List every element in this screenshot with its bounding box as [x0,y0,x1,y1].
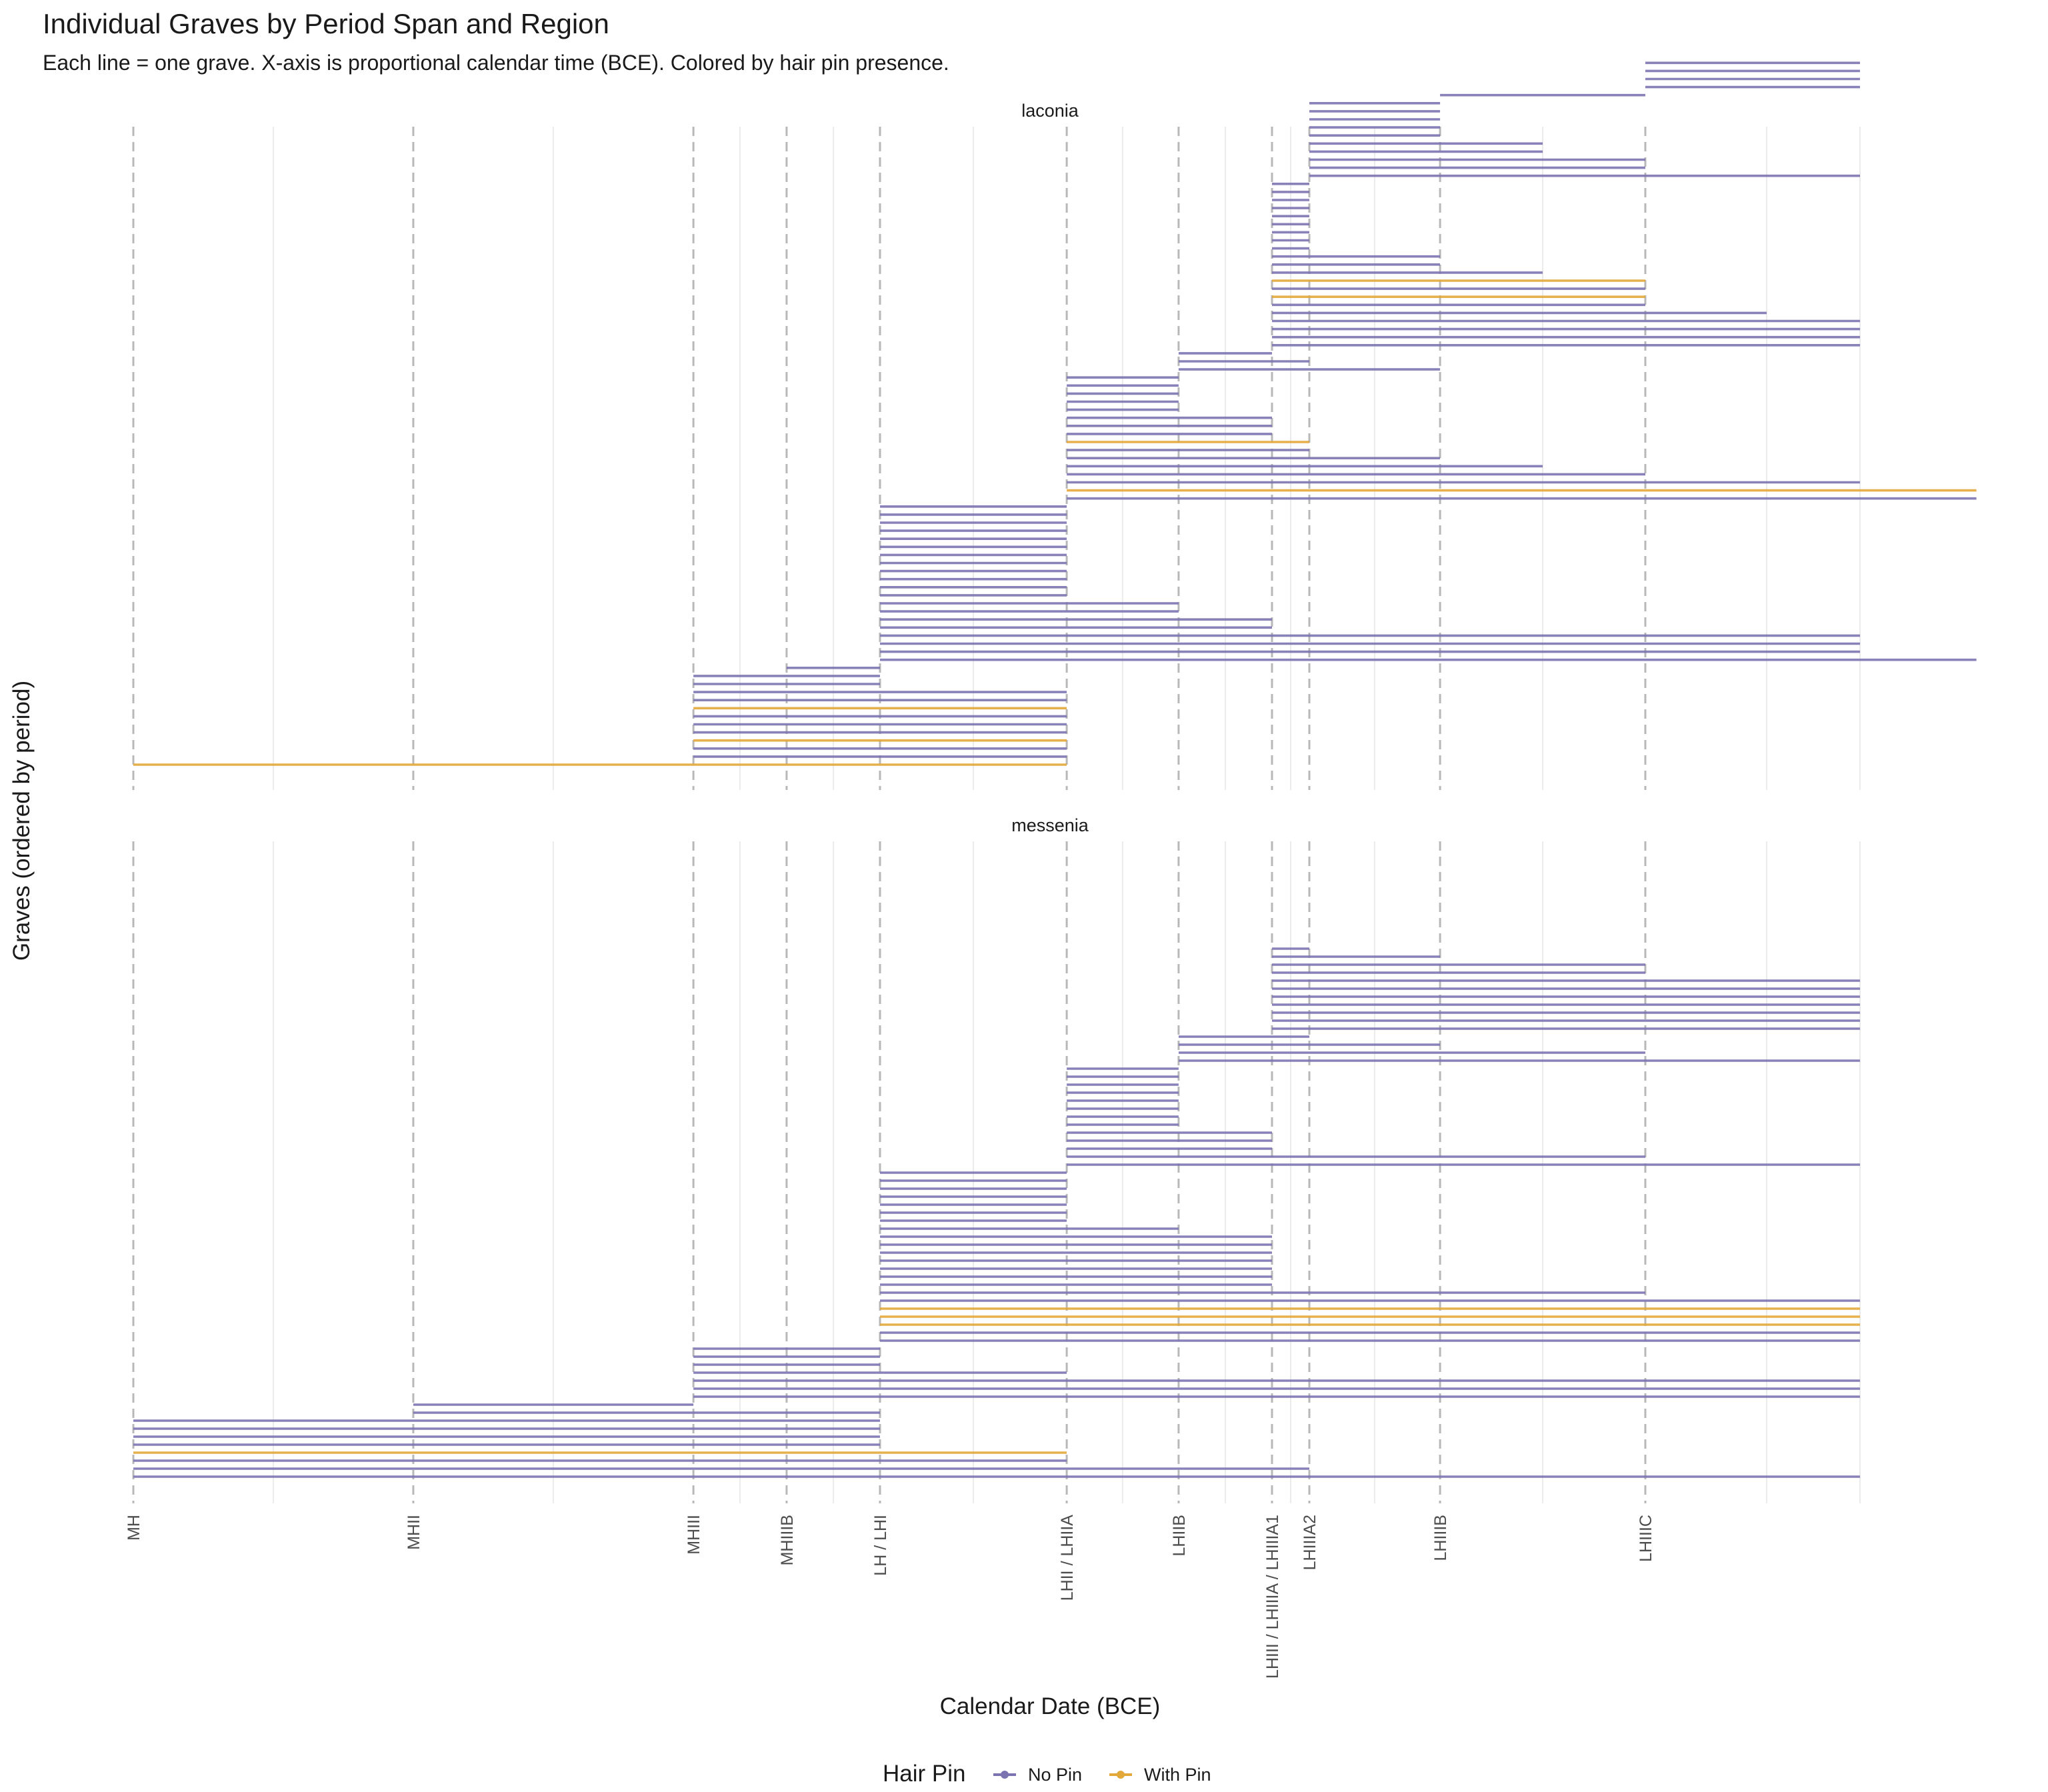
x-tick-label: LHIIIA2 [1301,1515,1319,1570]
legend-key-dot [1117,1771,1125,1779]
x-axis-title: Calendar Date (BCE) [940,1693,1161,1719]
x-tick-label: LHIIIC [1637,1515,1655,1562]
chart-title: Individual Graves by Period Span and Reg… [43,8,609,39]
legend-label: With Pin [1144,1765,1211,1785]
y-axis-title: Graves (ordered by period) [9,681,35,961]
x-axis-ticks: MH MHII MHIII MHIIIB LH / LHI LHII / LHIIA LHI… [125,1515,1655,1679]
x-tick-label: LHIII / LHIIIA / LHIIIA1 [1263,1515,1282,1679]
x-tick-label: LH / LHI [871,1515,890,1576]
panel-messenia: messenia [132,815,1861,1503]
legend: No Pin With Pin [993,1765,1211,1785]
x-tick-label: MHII [405,1515,423,1550]
x-tick-label: LHIIIB [1431,1515,1450,1561]
strip-label: messenia [1011,815,1089,835]
x-tick-label: MH [125,1515,143,1541]
x-tick-label: MHIIIB [778,1515,797,1565]
x-tick-label: MHIII [685,1515,703,1555]
x-tick-label: LHII / LHIIA [1058,1515,1077,1601]
legend-label: No Pin [1028,1765,1082,1785]
chart-subtitle: Each line = one grave. X-axis is proport… [43,51,949,75]
legend-title: Hair Pin [883,1761,965,1787]
x-tick-label: LHIIB [1170,1515,1189,1557]
panels: laconia messenia [132,61,1977,1503]
legend-key-dot [1001,1771,1009,1779]
strip-label: laconia [1021,101,1079,121]
panel-laconia: laconia [132,61,1977,790]
